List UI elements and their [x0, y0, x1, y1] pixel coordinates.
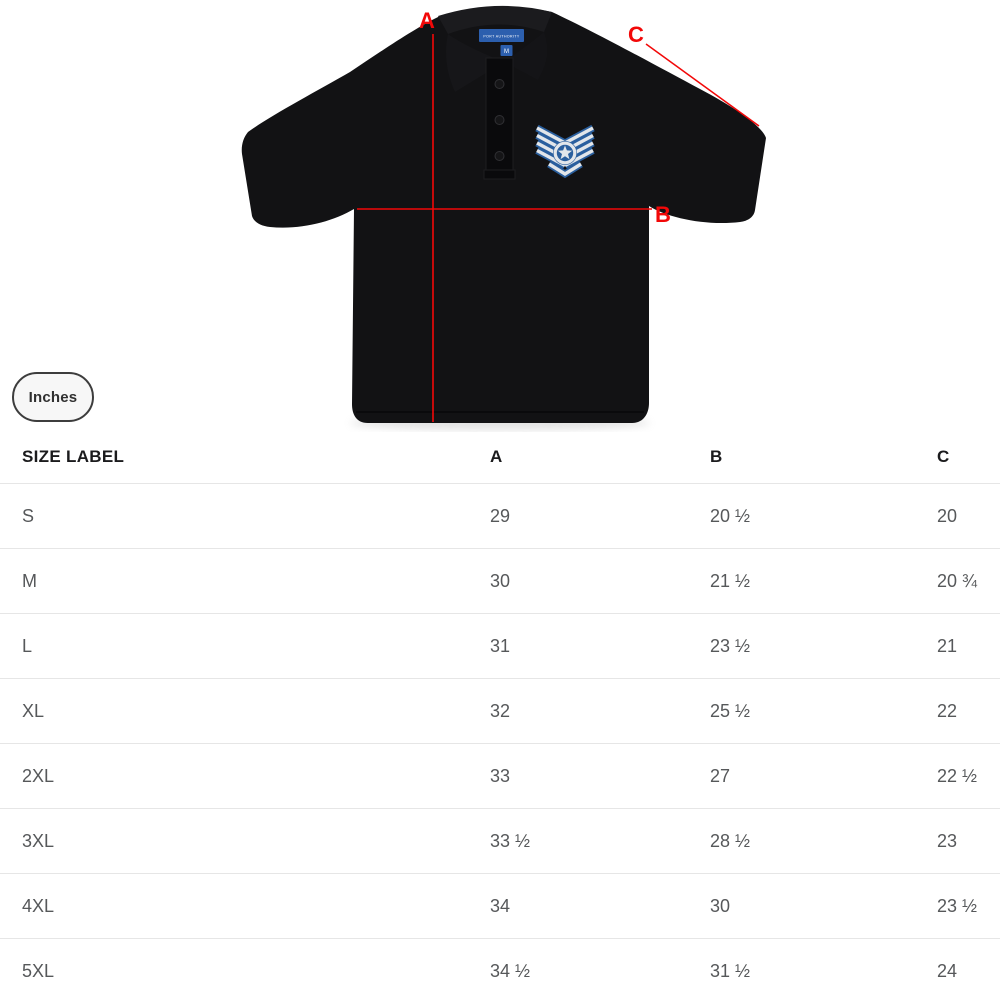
measurement-a-cell: 29 [490, 505, 511, 526]
measurement-b-cell: 21 ½ [710, 570, 751, 591]
size-table: SIZE LABEL A B C S 29 20 ½ 20 M 30 21 ½ … [0, 430, 1000, 1000]
measurement-c-cell: 24 [937, 960, 958, 981]
measurement-a-cell: 33 ½ [490, 830, 531, 851]
size-label-cell: 3XL [22, 830, 55, 851]
size-label-cell: 5XL [22, 960, 55, 981]
table-row: S 29 20 ½ 20 [0, 483, 1000, 548]
measurement-c-cell: 22 [937, 700, 958, 721]
measurement-c-cell: 22 ½ [937, 765, 978, 786]
table-row: 3XL 33 ½ 28 ½ 23 [0, 808, 1000, 873]
shirt-button [494, 151, 505, 161]
size-label-cell: 2XL [22, 765, 55, 786]
measurement-label-a: A [419, 8, 435, 33]
measurement-c-cell: 21 [937, 635, 958, 656]
measurement-b-cell: 27 [710, 765, 731, 786]
measurement-b-cell: 31 ½ [710, 960, 751, 981]
shirt-button [494, 79, 505, 89]
header-c: C [937, 446, 950, 466]
table-row: XL 32 25 ½ 22 [0, 678, 1000, 743]
collar-size-tab: M [500, 45, 513, 56]
table-row: 2XL 33 27 22 ½ [0, 743, 1000, 808]
collar-brand-label: PORT AUTHORITY [479, 29, 524, 42]
shirt-button [494, 115, 505, 125]
measurement-b-cell: 28 ½ [710, 830, 751, 851]
size-label-cell: 4XL [22, 895, 55, 916]
collar-size-text: M [504, 49, 509, 55]
measurement-c-cell: 23 [937, 830, 958, 851]
measurement-b-cell: 23 ½ [710, 635, 751, 656]
measurement-label-c: C [628, 22, 644, 47]
measurement-a-cell: 34 [490, 895, 511, 916]
size-label-cell: XL [22, 700, 45, 721]
table-header: SIZE LABEL A B C [0, 430, 1000, 483]
size-label-cell: M [22, 570, 37, 591]
collar [438, 5, 552, 92]
table-row: 4XL 34 30 23 ½ [0, 873, 1000, 938]
units-toggle-inches[interactable]: Inches [12, 372, 94, 422]
table-row: M 30 21 ½ 20 ¾ [0, 548, 1000, 613]
rank-insignia [535, 124, 595, 179]
measurement-c-cell: 20 ¾ [937, 570, 978, 591]
product-measurement-diagram: PORT AUTHORITY M [0, 0, 1000, 432]
measurement-c-cell: 20 [937, 505, 958, 526]
measurement-label-b: B [655, 202, 671, 227]
shirt-body [241, 7, 766, 424]
measurement-a-cell: 31 [490, 635, 511, 656]
measurement-a-cell: 32 [490, 700, 511, 721]
measurement-a-cell: 33 [490, 765, 511, 786]
measurement-a-cell: 30 [490, 570, 511, 591]
measurement-b-cell: 20 ½ [710, 505, 751, 526]
insignia-star [557, 145, 573, 160]
measurement-b-cell: 30 [710, 895, 731, 916]
placket [483, 57, 516, 180]
table-row: 5XL 34 ½ 31 ½ 24 [0, 938, 1000, 1000]
size-label-cell: L [22, 635, 33, 656]
header-size-label: SIZE LABEL [22, 446, 125, 466]
table-row: L 31 23 ½ 21 [0, 613, 1000, 678]
header-b: B [710, 446, 723, 466]
measurement-line-c [645, 43, 760, 127]
measurement-c-cell: 23 ½ [937, 895, 978, 916]
measurement-b-cell: 25 ½ [710, 700, 751, 721]
header-a: A [490, 446, 503, 466]
size-label-cell: S [22, 505, 35, 526]
polo-shirt-graphic: PORT AUTHORITY M [241, 5, 766, 430]
collar-brand-text: PORT AUTHORITY [483, 35, 519, 39]
measurement-a-cell: 34 ½ [490, 960, 531, 981]
insignia-ring [553, 141, 577, 165]
